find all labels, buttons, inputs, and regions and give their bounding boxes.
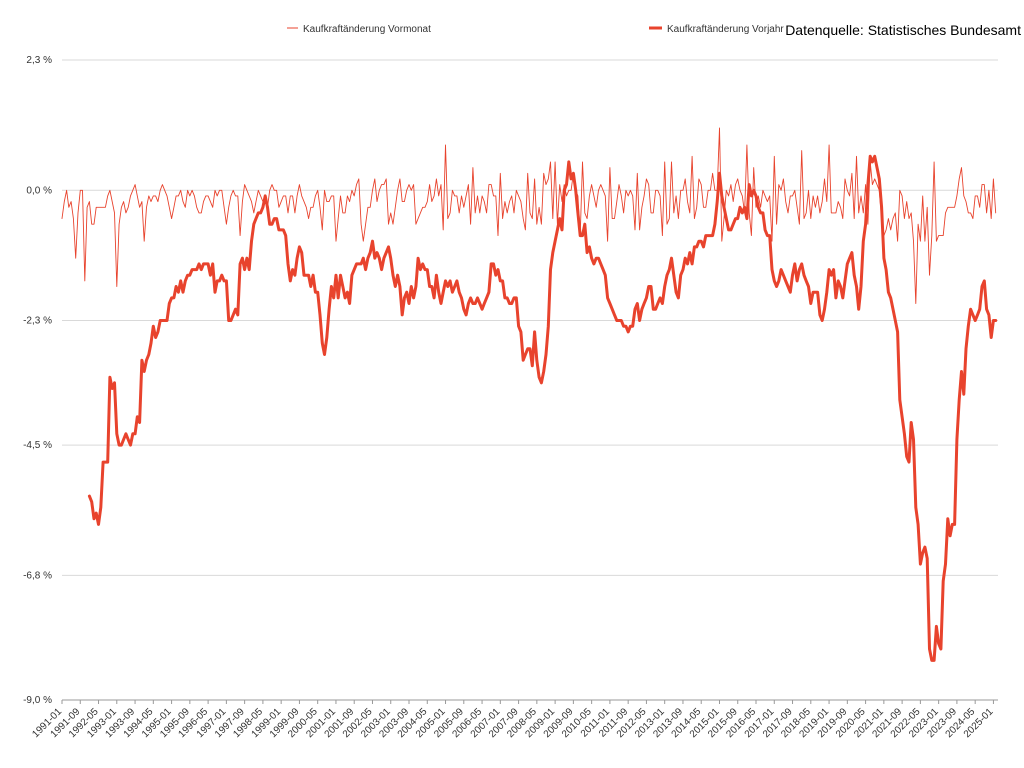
legend-item-yearly[interactable]: Kaufkraftänderung Vorjahr <box>649 24 784 35</box>
y-tick-label: -6,8 % <box>23 570 52 581</box>
legend: Kaufkraftänderung Vormonat Kaufkraftände… <box>287 24 784 35</box>
series-line-yearly <box>87 154 998 662</box>
series-line-monthly <box>61 127 997 304</box>
legend-label-yearly: Kaufkraftänderung Vorjahr <box>667 24 784 35</box>
series-lines <box>61 127 998 662</box>
gridlines <box>62 59 998 701</box>
y-tick-label: 2,3 % <box>26 55 52 66</box>
legend-item-monthly[interactable]: Kaufkraftänderung Vormonat <box>287 24 431 35</box>
y-axis-ticks: 2,3 % 0,0 % -2,3 % -4,5 % -6,8 % -9,0 % <box>23 55 52 706</box>
y-tick-label: 0,0 % <box>26 185 52 196</box>
y-tick-label: -9,0 % <box>23 695 52 706</box>
y-tick-label: -2,3 % <box>23 316 52 327</box>
data-source-label: Datenquelle: Statistisches Bundesamt <box>785 22 1021 38</box>
x-axis-ticks: 1991-011991-091992-051993-011993-091994-… <box>30 700 996 740</box>
legend-label-monthly: Kaufkraftänderung Vormonat <box>303 24 431 35</box>
y-tick-label: -4,5 % <box>23 440 52 451</box>
